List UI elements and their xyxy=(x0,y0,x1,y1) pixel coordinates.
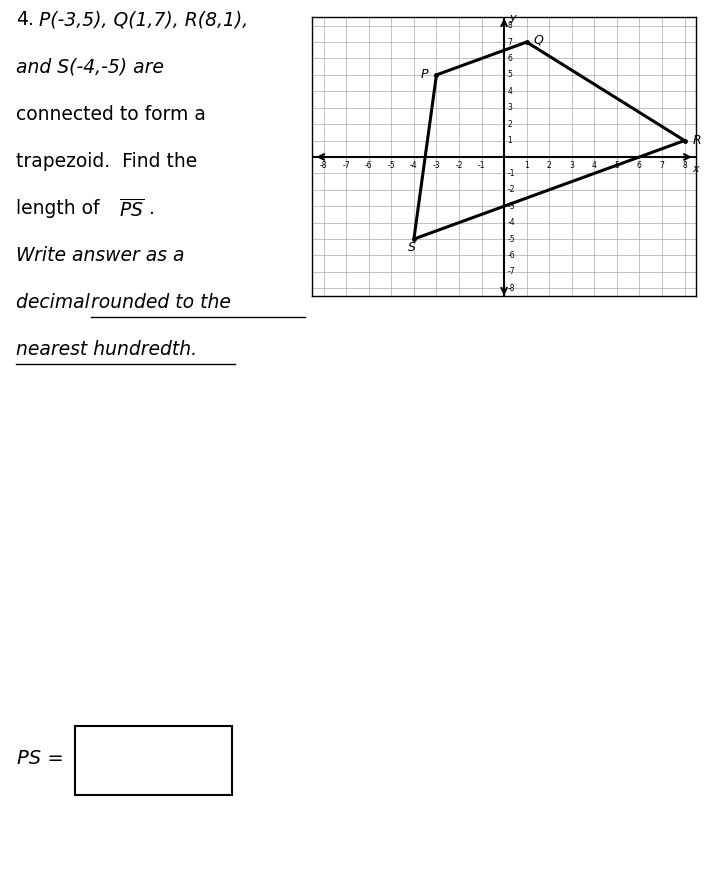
Text: -8: -8 xyxy=(508,283,515,293)
Text: -3: -3 xyxy=(508,201,515,211)
Text: rounded to the: rounded to the xyxy=(91,293,231,312)
Text: -2: -2 xyxy=(455,161,463,170)
Text: 8: 8 xyxy=(508,21,512,31)
Text: -6: -6 xyxy=(508,251,515,260)
Text: $\overline{PS}$: $\overline{PS}$ xyxy=(119,199,143,221)
Text: -2: -2 xyxy=(508,185,515,194)
Text: 4: 4 xyxy=(592,161,596,170)
Text: 8: 8 xyxy=(682,161,687,170)
Text: y: y xyxy=(510,13,516,24)
Text: -4: -4 xyxy=(410,161,417,170)
Text: 3: 3 xyxy=(508,103,513,112)
Text: 4: 4 xyxy=(508,87,513,96)
Text: Q: Q xyxy=(533,33,543,46)
Text: 2: 2 xyxy=(547,161,552,170)
Text: 7: 7 xyxy=(508,37,513,46)
Text: 1: 1 xyxy=(524,161,529,170)
Text: -7: -7 xyxy=(508,268,515,276)
Text: P: P xyxy=(420,68,428,81)
Text: 3: 3 xyxy=(569,161,574,170)
Text: Write answer as a: Write answer as a xyxy=(16,246,185,265)
Text: nearest hundredth.: nearest hundredth. xyxy=(16,340,197,359)
Text: 6: 6 xyxy=(508,54,513,63)
Text: 5: 5 xyxy=(614,161,619,170)
Text: 7: 7 xyxy=(660,161,665,170)
Text: -5: -5 xyxy=(508,235,515,243)
Text: and S(-4,-5) are: and S(-4,-5) are xyxy=(16,58,164,77)
Text: -1: -1 xyxy=(478,161,486,170)
Text: connected to form a: connected to form a xyxy=(16,105,206,124)
Text: 1: 1 xyxy=(508,136,512,145)
Text: -7: -7 xyxy=(342,161,350,170)
Text: -1: -1 xyxy=(508,169,515,178)
Text: x: x xyxy=(692,164,699,174)
Text: S: S xyxy=(408,241,415,254)
FancyBboxPatch shape xyxy=(75,726,232,795)
Text: decimal: decimal xyxy=(16,293,96,312)
Text: 6: 6 xyxy=(637,161,642,170)
Text: R: R xyxy=(693,134,701,147)
Text: -3: -3 xyxy=(432,161,440,170)
Text: -8: -8 xyxy=(320,161,327,170)
Text: -4: -4 xyxy=(508,218,515,227)
Text: .: . xyxy=(149,199,155,218)
Text: length of: length of xyxy=(16,199,106,218)
Text: -5: -5 xyxy=(388,161,395,170)
Text: -6: -6 xyxy=(365,161,373,170)
Text: 5: 5 xyxy=(508,71,513,79)
Text: 2: 2 xyxy=(508,119,512,129)
Text: PS =: PS = xyxy=(17,749,64,768)
Text: P(-3,5), Q(1,7), R(8,1),: P(-3,5), Q(1,7), R(8,1), xyxy=(39,10,248,30)
Text: trapezoid.  Find the: trapezoid. Find the xyxy=(16,152,197,171)
Text: 4.: 4. xyxy=(16,10,34,30)
